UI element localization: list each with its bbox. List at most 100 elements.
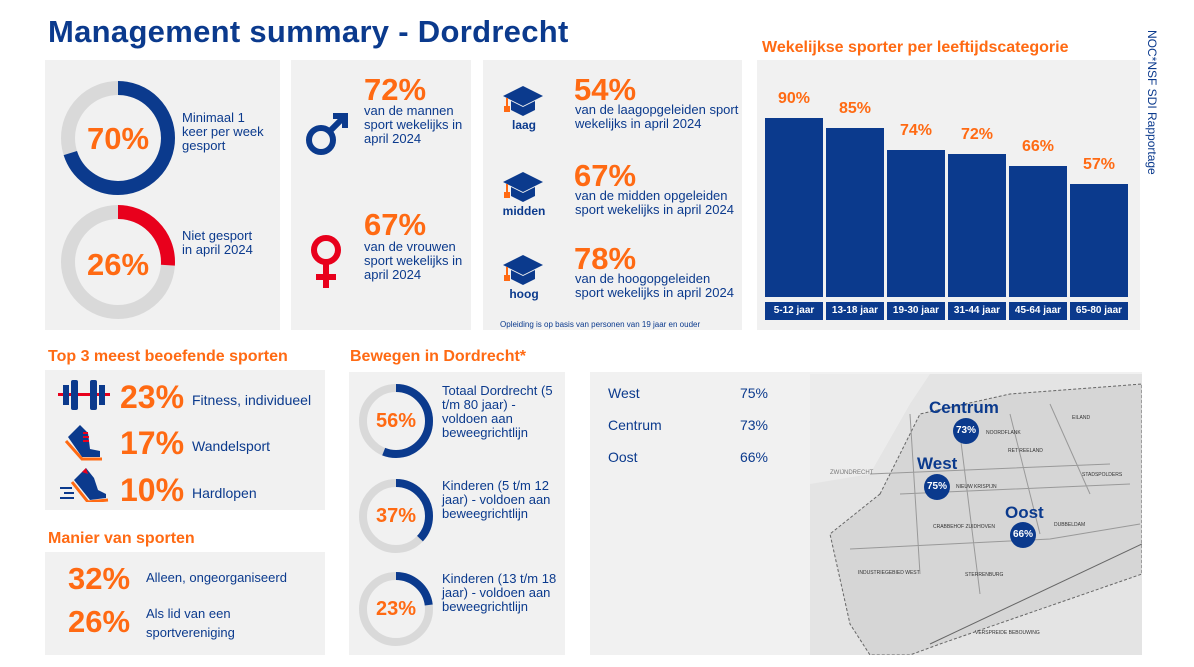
sport-label: Hardlopen xyxy=(192,485,257,501)
map-label: DUBBELDAM xyxy=(1054,522,1085,528)
donut-arc xyxy=(359,572,433,646)
dumbbell-icon xyxy=(58,380,110,410)
map-badge-centrum: 73% xyxy=(953,418,979,444)
not-sported-value: 26% xyxy=(86,247,150,282)
map-label: STADSPOLDERS xyxy=(1082,472,1123,478)
not-sported-donut xyxy=(61,205,175,319)
female-icon xyxy=(311,235,341,288)
movement-value: 23% xyxy=(375,598,417,620)
manner-label: Alleen, ongeorganiseerd xyxy=(146,570,287,585)
movement-text: Kinderen (5 t/m 12 jaar) - voldoen aan b… xyxy=(442,478,551,521)
bar-category-label: 5-12 jaar xyxy=(765,302,823,320)
running-shoe-icon xyxy=(60,468,109,502)
region-name: Centrum xyxy=(608,417,662,433)
manner-value: 32% xyxy=(68,561,131,596)
education-text: van de laagopgeleiden sport wekelijks in… xyxy=(575,102,739,131)
bar-category-label: 65-80 jaar xyxy=(1070,302,1128,320)
not-sported-text: Niet gesport in april 2024 xyxy=(182,228,253,257)
bar-category-label: 45-64 jaar xyxy=(1009,302,1067,320)
bar xyxy=(948,153,1006,297)
donut-arc xyxy=(61,81,175,195)
chart-title: Wekelijkse sporter per leeftijdscategori… xyxy=(762,39,1069,56)
region-value: 66% xyxy=(739,449,768,465)
movement-title: Bewegen in Dordrecht* xyxy=(350,348,527,365)
top-sports-title: Top 3 meest beoefende sporten xyxy=(48,348,288,365)
movement-text: Kinderen (13 t/m 18 jaar) - voldoen aan … xyxy=(442,571,557,614)
map-label: VERSPREIDE BEBOUWING xyxy=(975,630,1040,636)
education-level-label: hoog xyxy=(509,287,539,301)
bar-value-label: 90% xyxy=(777,89,811,107)
map-label: NOORDFLANK xyxy=(986,430,1021,436)
bar xyxy=(1009,165,1067,297)
bar-value-label: 85% xyxy=(838,99,872,117)
region-value: 73% xyxy=(739,417,768,433)
weekly-sport-text: Minimaal 1 keer per week gesport xyxy=(182,110,264,153)
sport-value: 10% xyxy=(120,472,185,508)
map-label: RET REELAND xyxy=(1008,448,1043,454)
education-text: van de midden opgeleiden sport wekelijks… xyxy=(575,188,734,217)
manner-panel xyxy=(45,552,325,655)
gender-panel xyxy=(291,60,471,330)
bar xyxy=(826,127,884,297)
map-label-west: West xyxy=(917,454,958,473)
movement-value: 37% xyxy=(375,505,417,527)
map-label: EILAND xyxy=(1072,415,1090,421)
bar-value-label: 72% xyxy=(960,125,994,143)
bar-value-label: 66% xyxy=(1021,137,1055,155)
weekly-sport-value: 70% xyxy=(86,121,150,156)
sport-value: 23% xyxy=(120,379,185,415)
male-icon xyxy=(306,113,348,155)
walking-shoe-icon xyxy=(64,425,102,461)
donut-arc xyxy=(359,384,433,458)
region-row: Oost 66% xyxy=(608,449,768,465)
bar-category-label: 19-30 jaar xyxy=(887,302,945,320)
education-footnote: Opleiding is op basis van personen van 1… xyxy=(500,320,701,329)
map-badge-west: 75% xyxy=(924,474,950,500)
movement-panel xyxy=(349,372,565,655)
bar-category-label: 31-44 jaar xyxy=(948,302,1006,320)
male-text: van de mannen sport wekelijks in april 2… xyxy=(364,103,463,146)
education-level-label: laag xyxy=(511,118,536,132)
female-text: van de vrouwen sport wekelijks in april … xyxy=(364,239,463,282)
bar-value-label: 74% xyxy=(899,121,933,139)
map-label: NIEUW KRISPIJN xyxy=(956,484,997,490)
bar xyxy=(1070,183,1128,297)
dordrecht-map: ZWIJNDRECHT INDUSTRIEGEBIED WEST STERREN… xyxy=(810,374,1142,655)
page-title: Management summary - Dordrecht xyxy=(48,14,569,49)
graduation-cap-icon xyxy=(503,86,543,116)
movement-donut xyxy=(359,572,433,646)
map-label: CRABBEHOF ZUIDHOVEN xyxy=(933,524,995,530)
weekly-sport-donut xyxy=(61,81,175,195)
education-text: van de hoogopgeleiden sport wekelijks in… xyxy=(575,271,734,300)
manner-value: 26% xyxy=(68,604,131,639)
female-value: 67% xyxy=(364,207,427,242)
region-row: West 75% xyxy=(608,385,768,401)
donut-arc xyxy=(359,479,433,553)
bar-value-label: 57% xyxy=(1082,155,1116,173)
report-source-label: NOC*NSF SDI Rapportage xyxy=(1145,30,1159,175)
bar xyxy=(887,149,945,297)
education-level-label: midden xyxy=(502,204,546,218)
manner-title: Manier van sporten xyxy=(48,530,195,547)
manner-label: Als lid van een sportvereniging xyxy=(146,606,235,640)
bar-category-label: 13-18 jaar xyxy=(826,302,884,320)
graduation-cap-icon xyxy=(503,255,543,285)
map-badge-oost: 66% xyxy=(1010,522,1036,548)
education-value: 78% xyxy=(574,241,637,276)
sport-value: 17% xyxy=(120,425,185,461)
map-label: ZWIJNDRECHT xyxy=(830,470,874,476)
region-row: Centrum 73% xyxy=(608,417,768,433)
region-name: Oost xyxy=(608,449,638,465)
movement-donut xyxy=(359,384,433,458)
sport-label: Fitness, individueel xyxy=(192,392,312,408)
donut-arc xyxy=(61,205,175,319)
graduation-cap-icon xyxy=(503,172,543,202)
map-label-centrum: Centrum xyxy=(929,398,999,417)
map-label-oost: Oost xyxy=(1005,503,1044,522)
region-name: West xyxy=(608,385,640,401)
movement-value: 56% xyxy=(375,410,417,432)
movement-donut xyxy=(359,479,433,553)
map-label: STERRENBURG xyxy=(965,572,1003,578)
sport-label: Wandelsport xyxy=(192,438,271,454)
bar xyxy=(765,117,823,297)
